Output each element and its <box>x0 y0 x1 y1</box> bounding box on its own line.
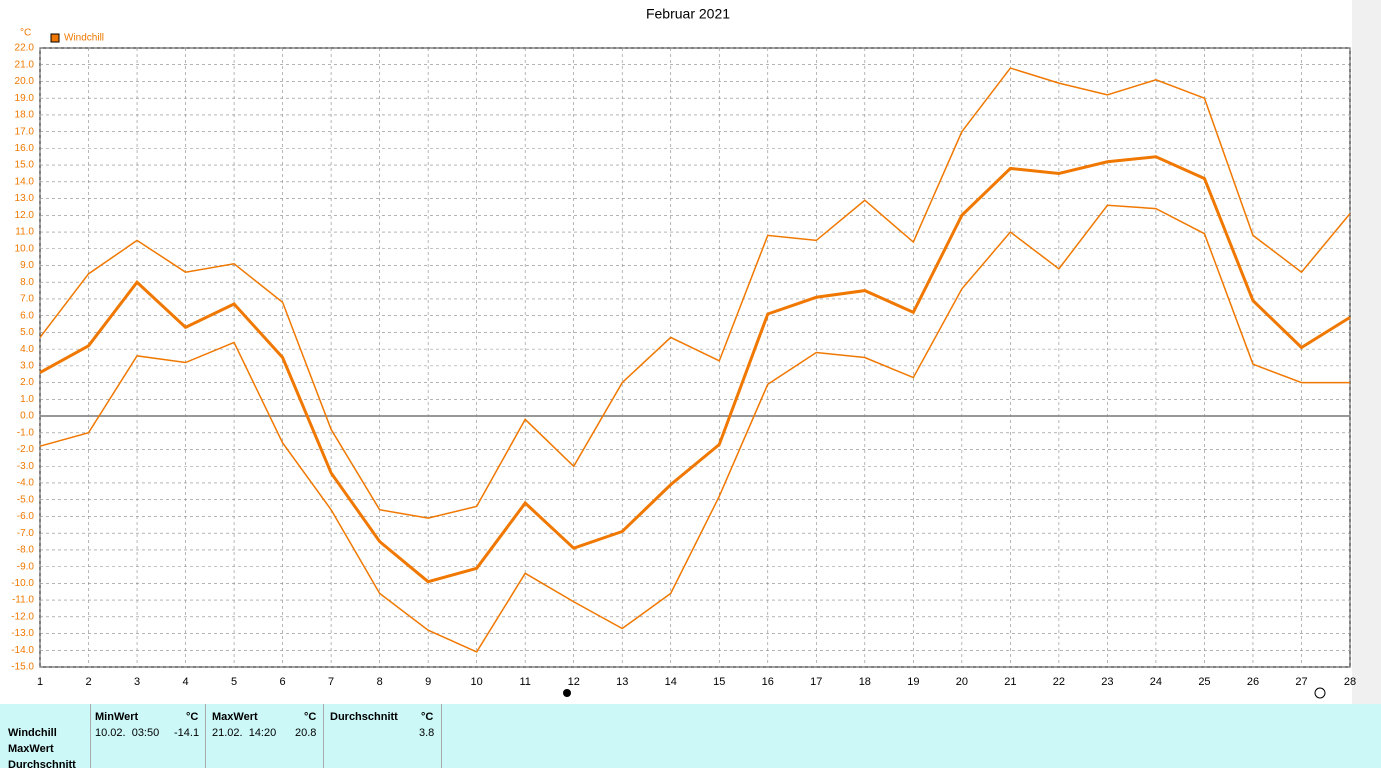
data-line <box>39 155 1351 584</box>
legend-label: Windchill <box>64 33 104 44</box>
x-tick-label: 1 <box>37 676 43 688</box>
x-tick-label: 15 <box>713 676 725 688</box>
y-tick-label: 13.0 <box>15 193 35 204</box>
y-tick-label: 9.0 <box>20 260 34 271</box>
y-tick-label: 0.0 <box>20 411 34 422</box>
x-tick-label: 13 <box>616 676 628 688</box>
x-tick-label: 19 <box>907 676 919 688</box>
moon-icon <box>1314 687 1326 699</box>
y-tick-label: 17.0 <box>15 126 35 137</box>
x-tick-label: 10 <box>471 676 483 688</box>
y-tick-label: 20.0 <box>15 76 35 87</box>
y-tick-label: -2.0 <box>17 444 35 455</box>
y-tick-label: 4.0 <box>20 344 34 355</box>
plot-area <box>39 47 1351 668</box>
chart: Februar 2021 °C Windchill -15.0 -14.0 -13.… <box>11 0 1381 704</box>
stats-table: Windchill MaxWert Durchschnitt MinWert °… <box>0 704 1381 771</box>
x-tick-label: 14 <box>665 676 677 688</box>
header: Durchschnitt <box>330 711 398 723</box>
y-tick-label: 2.0 <box>20 377 34 388</box>
x-tick-label: 20 <box>956 676 968 688</box>
data-line <box>39 67 1351 519</box>
header: °C <box>186 711 199 723</box>
x-tick-label: 2 <box>85 676 91 688</box>
row-label: MaxWert <box>8 743 54 755</box>
y-tick-label: -10.0 <box>11 578 34 589</box>
x-tick-label: 17 <box>810 676 822 688</box>
x-tick-label: 22 <box>1053 676 1065 688</box>
y-tick-label: -4.0 <box>17 478 35 489</box>
x-tick-label: 16 <box>762 676 774 688</box>
x-tick-label: 21 <box>1004 676 1016 688</box>
y-tick-label: 8.0 <box>20 277 34 288</box>
cell: 21.02. 14:20 <box>212 727 277 739</box>
y-tick-label: -9.0 <box>17 561 35 572</box>
cell: 3.8 <box>419 727 435 739</box>
x-tick-label: 28 <box>1344 676 1356 688</box>
row-label: Windchill <box>8 727 57 739</box>
y-tick-label: 6.0 <box>20 310 34 321</box>
x-tick-label: 11 <box>519 676 530 688</box>
chart-title: Februar 2021 <box>646 6 730 22</box>
y-tick-label: -12.0 <box>11 611 34 622</box>
legend-swatch <box>50 33 60 43</box>
side-strip <box>1352 0 1381 704</box>
y-tick-label: -14.0 <box>11 645 34 656</box>
cell: -14.1 <box>174 727 200 739</box>
y-tick-label: -7.0 <box>17 528 35 539</box>
x-tick-label: 9 <box>425 676 431 688</box>
x-tick-label: 3 <box>134 676 140 688</box>
y-tick-label: 7.0 <box>20 294 34 305</box>
y-tick-label: 11.0 <box>15 227 34 238</box>
x-tick-label: 8 <box>377 676 383 688</box>
x-tick-label: 7 <box>328 676 334 688</box>
y-tick-label: 18.0 <box>15 110 35 121</box>
x-tick-label: 5 <box>231 676 237 688</box>
y-tick-label: 14.0 <box>15 176 35 187</box>
x-tick-label: 27 <box>1295 676 1307 688</box>
y-tick-label: 16.0 <box>15 143 35 154</box>
y-tick-label: -13.0 <box>11 628 34 639</box>
y-tick-label: 19.0 <box>15 93 35 104</box>
y-tick-label: 10.0 <box>15 243 35 254</box>
x-tick-label: 6 <box>280 676 286 688</box>
header: MaxWert <box>212 711 258 723</box>
x-tick-label: 23 <box>1101 676 1113 688</box>
y-tick-label: -15.0 <box>11 662 34 673</box>
y-tick-label: -5.0 <box>17 494 35 505</box>
y-tick-label: 3.0 <box>20 361 34 372</box>
x-tick-label: 24 <box>1150 676 1162 688</box>
cell-box <box>323 704 442 768</box>
x-tick-label: 25 <box>1198 676 1210 688</box>
y-tick-label: 15.0 <box>15 160 35 171</box>
x-tick-label: 18 <box>859 676 871 688</box>
x-tick-label: 12 <box>568 676 580 688</box>
cell: 10.02. 03:50 <box>95 727 160 739</box>
x-tick-label: 26 <box>1247 676 1259 688</box>
y-tick-label: 21.0 <box>15 59 35 70</box>
moon-icon <box>563 689 571 697</box>
row-label: Durchschnitt <box>8 759 76 771</box>
y-tick-label: -3.0 <box>17 461 35 472</box>
y-tick-label: 22.0 <box>15 43 35 54</box>
header: MinWert <box>95 711 139 723</box>
header: °C <box>421 711 434 723</box>
x-tick-label: 4 <box>182 676 188 688</box>
data-line <box>39 204 1350 653</box>
y-tick-label: 5.0 <box>20 327 34 338</box>
y-tick-label: -6.0 <box>17 511 35 522</box>
y-tick-label: 12.0 <box>15 210 35 221</box>
y-tick-label: -11.0 <box>12 595 34 606</box>
y-unit: °C <box>20 28 31 39</box>
cell: 20.8 <box>295 727 317 739</box>
y-tick-label: -1.0 <box>17 427 35 438</box>
y-tick-label: -8.0 <box>17 545 35 556</box>
y-tick-label: 1.0 <box>20 394 34 405</box>
header: °C <box>304 711 317 723</box>
